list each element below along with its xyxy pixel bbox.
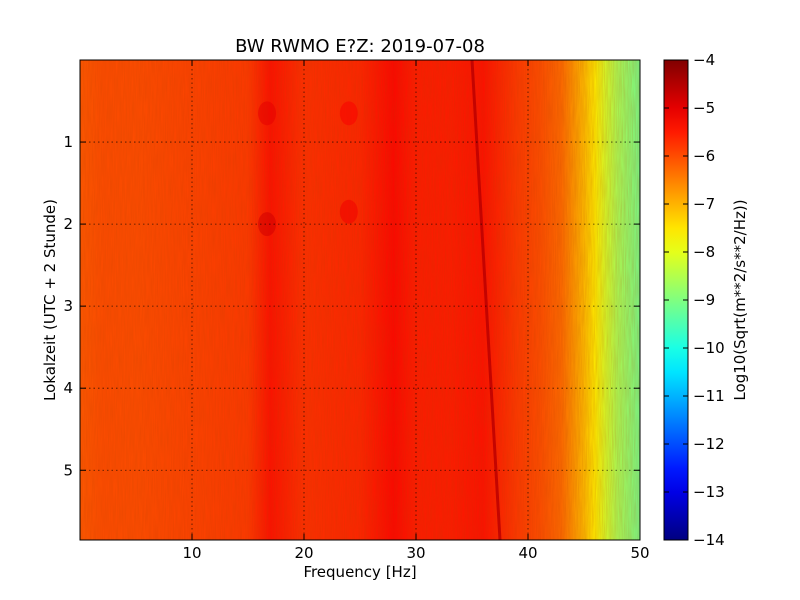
y-tick-label: 4 — [63, 379, 73, 397]
plot-area — [80, 60, 640, 540]
chart-title: BW RWMO E?Z: 2019-07-08 — [235, 36, 485, 57]
x-tick-label: 30 — [406, 544, 425, 562]
drifting-line-feature — [470, 60, 502, 540]
y-tick-label: 1 — [63, 133, 73, 151]
colorbar-tick-label: −5 — [693, 99, 715, 117]
colorbar-tick-label: −4 — [693, 51, 715, 69]
x-tick-label: 40 — [518, 544, 537, 562]
hotspot-feature-4 — [339, 101, 358, 126]
colorbar-tick-label: −13 — [693, 483, 725, 501]
x-axis-ticks: 10 20 30 40 50 — [182, 60, 650, 562]
colorbar-tick-label: −10 — [693, 339, 725, 357]
colorbar-ticks: −4 −5 −6 −7 −8 −9 −10 −11 −12 −13 −14 — [664, 51, 725, 549]
x-tick-label: 50 — [630, 544, 649, 562]
hotspot-feature-1 — [258, 212, 277, 237]
colorbar-tick-label: −7 — [693, 195, 715, 213]
colorbar-label: Log10(Sqrt(m**2/s**2/Hz)) — [731, 199, 749, 400]
y-tick-label: 3 — [63, 297, 73, 315]
y-tick-label: 2 — [63, 215, 73, 233]
plot-frame — [79, 59, 641, 541]
y-axis-ticks: 1 2 3 4 5 — [63, 133, 640, 479]
grid-lines — [80, 60, 640, 540]
colorbar-tick-label: −14 — [693, 531, 725, 549]
x-axis-label: Frequency [Hz] — [303, 563, 416, 581]
colorbar-tick-label: −6 — [693, 147, 715, 165]
colorbar-tick-label: −11 — [693, 387, 725, 405]
colorbar-tick-label: −8 — [693, 243, 715, 261]
colorbar-tick-label: −12 — [693, 435, 725, 453]
spectrogram-texture — [80, 60, 640, 540]
y-axis-label: Lokalzeit (UTC + 2 Stunde) — [41, 199, 59, 401]
hotspot-feature-2 — [258, 101, 277, 126]
x-tick-label: 20 — [294, 544, 313, 562]
x-tick-label: 10 — [182, 544, 201, 562]
spectral-features — [258, 60, 502, 540]
hotspot-feature-3 — [339, 199, 358, 224]
colorbar-tick-label: −9 — [693, 291, 715, 309]
y-tick-label: 5 — [63, 461, 73, 479]
